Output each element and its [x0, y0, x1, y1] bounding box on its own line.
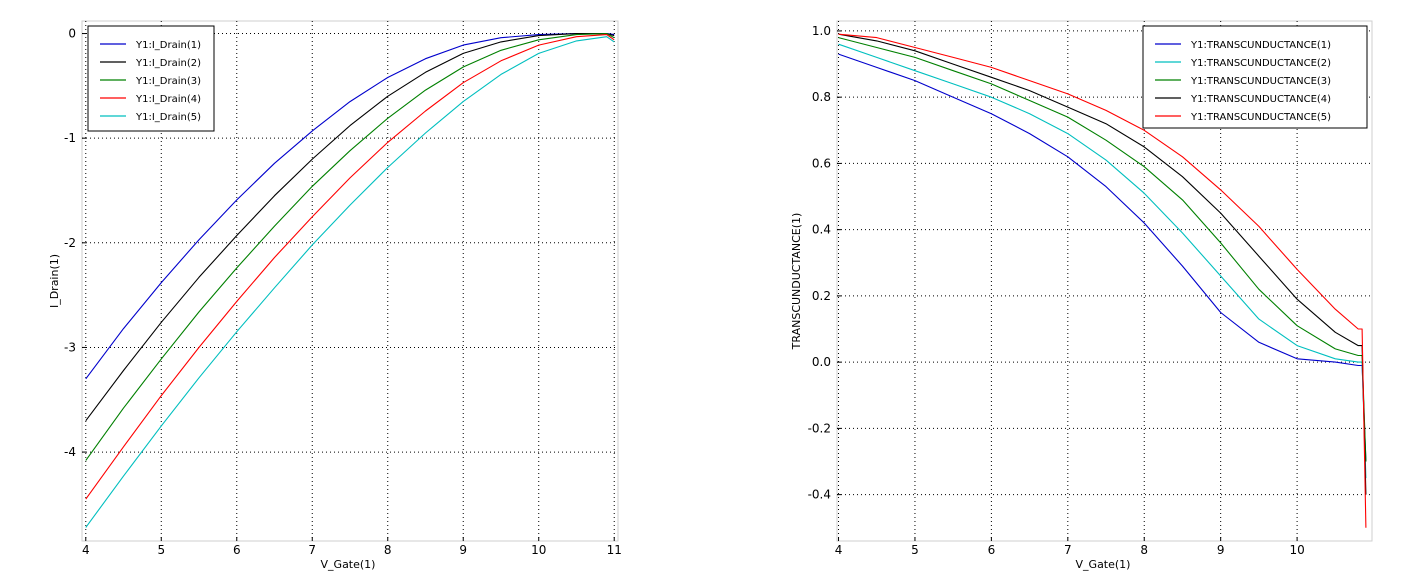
legend-entry: Y1:I_Drain(5) — [135, 112, 201, 123]
y-axis-label: TRANSCUNDUCTANCE(1) — [790, 213, 803, 351]
x-tick-label: 6 — [233, 543, 241, 557]
y-tick-label: 0.8 — [812, 90, 831, 104]
x-tick-label: 7 — [308, 543, 316, 557]
series-line — [838, 43, 1367, 479]
y-tick-label: 1.0 — [812, 24, 831, 38]
legend-entry: Y1:TRANSCUNDUCTANCE(4) — [1190, 94, 1331, 105]
y-tick-label: -3 — [64, 340, 76, 354]
x-tick-label: 7 — [1064, 543, 1072, 557]
series-line — [838, 33, 1367, 528]
y-tick-label: 0 — [68, 27, 76, 41]
y-tick-label: 0.2 — [812, 289, 831, 303]
right-chart-transconductance: 4 5 6 7 8 9 10 1.0 0.8 0.6 0.4 0.2 0.0 -0.2 -0.4 V_Gate… — [790, 20, 1373, 571]
left-chart-i-drain: 4 5 6 7 8 9 10 11 0 -1 -2 -3 -4 V_Gate(1) I_Drain(1) Y1… — [48, 20, 622, 571]
x-tick-label: 4 — [835, 543, 843, 557]
legend-entry: Y1:TRANSCUNDUCTANCE(2) — [1190, 58, 1331, 69]
y-tick-label: 0.4 — [812, 223, 831, 237]
y-tick-label: 0.6 — [812, 156, 831, 170]
legend-entry: Y1:I_Drain(2) — [135, 58, 201, 69]
y-tick-label: -0.4 — [808, 488, 831, 502]
series-line — [838, 37, 1367, 462]
series-line — [85, 36, 615, 528]
x-tick-label: 8 — [384, 543, 392, 557]
series-line — [838, 53, 1367, 462]
x-tick-label: 6 — [988, 543, 996, 557]
y-tick-label: -1 — [64, 131, 76, 145]
x-tick-label: 8 — [1140, 543, 1148, 557]
series-line — [85, 33, 615, 422]
series-line — [85, 34, 615, 500]
legend-entry: Y1:I_Drain(4) — [135, 94, 201, 105]
legend-entry: Y1:I_Drain(1) — [135, 40, 201, 51]
x-tick-label: 9 — [1217, 543, 1225, 557]
x-tick-label: 5 — [911, 543, 919, 557]
legend-box — [1142, 25, 1368, 129]
legend-entry: Y1:TRANSCUNDUCTANCE(1) — [1190, 40, 1331, 51]
series-line — [838, 33, 1367, 495]
legend-entry: Y1:TRANSCUNDUCTANCE(3) — [1190, 76, 1331, 87]
y-tick-label: 0.0 — [812, 355, 831, 369]
x-tick-label: 4 — [82, 543, 90, 557]
x-tick-label: 9 — [459, 543, 467, 557]
x-axis-label: V_Gate(1) — [321, 558, 376, 571]
y-axis-label: I_Drain(1) — [48, 254, 61, 308]
legend-entry: Y1:TRANSCUNDUCTANCE(5) — [1190, 112, 1331, 123]
x-tick-label: 5 — [157, 543, 165, 557]
x-tick-label: 10 — [1289, 543, 1304, 557]
y-tick-label: -4 — [64, 445, 76, 459]
y-tick-label: -2 — [64, 236, 76, 250]
x-tick-label: 11 — [607, 543, 622, 557]
y-tick-label: -0.2 — [808, 421, 831, 435]
x-axis-label: V_Gate(1) — [1076, 558, 1131, 571]
legend-entry: Y1:I_Drain(3) — [135, 76, 201, 87]
series-line — [85, 33, 615, 461]
x-tick-label: 10 — [531, 543, 546, 557]
